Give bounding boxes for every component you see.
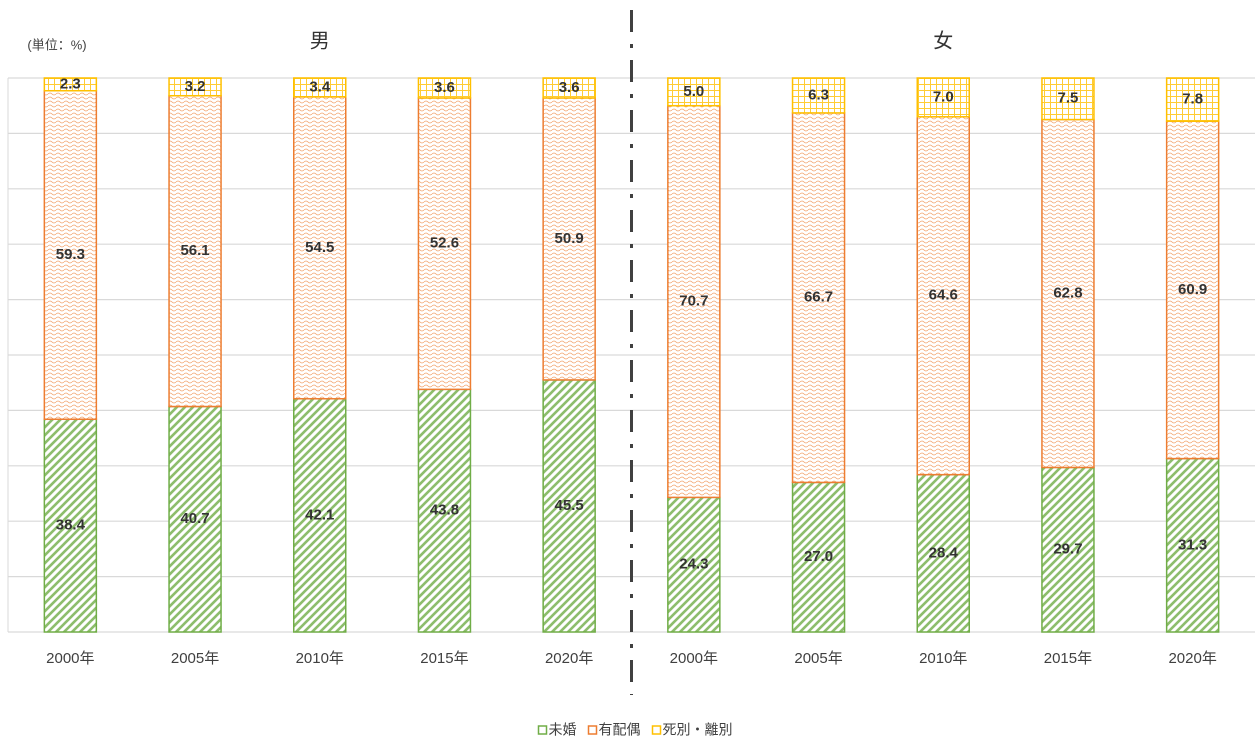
value-label: 40.7 <box>180 510 209 527</box>
value-label: 38.4 <box>56 517 86 534</box>
value-label: 27.0 <box>804 548 833 565</box>
bar-segment <box>542 379 596 633</box>
bar-segment <box>1041 77 1095 121</box>
x-tick-label: 2000年 <box>670 650 718 667</box>
x-tick-label: 2020年 <box>1168 650 1216 667</box>
bar-segment <box>1041 466 1095 633</box>
bar-segment <box>1041 118 1095 469</box>
value-label: 24.3 <box>679 556 708 573</box>
bar-segment <box>293 77 347 98</box>
bar-segment <box>417 97 472 391</box>
bar-segment <box>43 77 98 92</box>
x-tick-label: 2010年 <box>296 650 344 667</box>
bar-segment <box>43 89 98 421</box>
x-tick-label: 2005年 <box>171 650 219 667</box>
value-label: 43.8 <box>430 502 459 519</box>
x-tick-label: 2010年 <box>919 650 967 667</box>
x-tick-label: 2015年 <box>420 650 468 667</box>
value-label: 42.1 <box>305 506 334 523</box>
value-label: 28.4 <box>929 544 959 561</box>
bar-segment <box>168 77 222 97</box>
bar-segment <box>168 94 222 408</box>
bar-segment <box>417 77 472 99</box>
bar-segment <box>293 96 347 400</box>
bar-segment <box>791 77 846 114</box>
bar-segment <box>1165 457 1220 633</box>
bar-segment <box>1165 77 1220 122</box>
value-label: 29.7 <box>1053 541 1082 558</box>
value-label: 31.3 <box>1178 536 1207 553</box>
value-label: 7.8 <box>1182 91 1203 108</box>
bar-segment <box>916 77 970 118</box>
bar-segment <box>667 496 721 633</box>
bar-segment <box>667 104 721 499</box>
bar-segment <box>542 77 596 99</box>
legend-swatch <box>537 725 548 735</box>
x-tick-label: 2015年 <box>1044 650 1092 667</box>
legend-label: 有配偶 <box>599 722 641 738</box>
legend-label: 未婚 <box>549 722 577 738</box>
bar-segment <box>417 388 472 633</box>
value-label: 6.3 <box>808 86 829 103</box>
value-label: 45.5 <box>555 497 584 514</box>
legend-swatch <box>651 725 662 735</box>
value-label: 50.9 <box>555 230 584 247</box>
bar-segment <box>1165 120 1220 460</box>
legend-label: 死別・離別 <box>663 722 733 738</box>
x-tick-label: 2020年 <box>545 650 593 667</box>
value-label: 3.2 <box>185 78 206 95</box>
group-label: 男 <box>310 30 330 52</box>
x-tick-label: 2000年 <box>46 650 94 667</box>
bar-segment <box>791 481 846 633</box>
value-label: 52.6 <box>430 235 459 252</box>
value-label: 54.5 <box>305 239 334 256</box>
unit-label: (単位：%) <box>27 37 86 52</box>
bar-segment <box>667 77 721 107</box>
bar-segment <box>916 116 970 476</box>
bar-segment <box>293 398 347 633</box>
value-label: 7.5 <box>1058 90 1079 107</box>
bar-segment <box>791 112 846 484</box>
value-label: 59.3 <box>56 246 85 263</box>
value-label: 56.1 <box>180 242 209 259</box>
x-tick-label: 2005年 <box>794 650 842 667</box>
value-label: 62.8 <box>1053 284 1082 301</box>
value-label: 64.6 <box>929 287 958 304</box>
group-label: 女 <box>933 29 953 52</box>
legend-swatch <box>587 725 598 735</box>
bar-segment <box>542 97 596 381</box>
value-label: 5.0 <box>683 83 704 100</box>
value-label: 3.6 <box>559 79 580 96</box>
value-label: 60.9 <box>1178 281 1207 298</box>
value-label: 3.6 <box>434 79 455 96</box>
value-label: 7.0 <box>933 88 954 105</box>
value-label: 70.7 <box>679 293 708 310</box>
legend: 未婚 有配偶 死別・離別 <box>537 722 733 738</box>
value-label: 66.7 <box>804 289 833 306</box>
bar-segment <box>168 405 222 633</box>
value-label: 3.4 <box>309 78 331 95</box>
value-label: 2.3 <box>60 75 81 92</box>
bar-segment <box>916 473 970 633</box>
